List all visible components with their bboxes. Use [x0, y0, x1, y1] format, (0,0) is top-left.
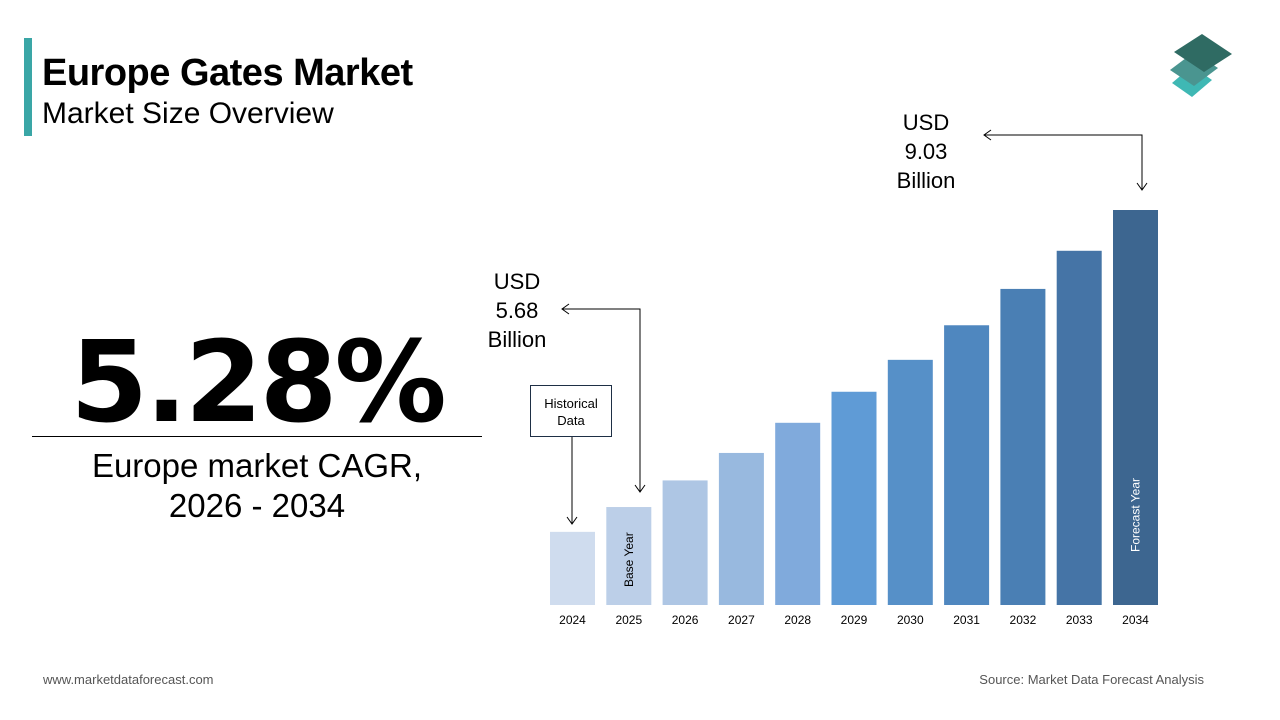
website-link[interactable]: www.marketdataforecast.com: [43, 672, 214, 687]
bar-2030: [887, 359, 933, 605]
arrow-line-start: [562, 308, 641, 492]
x-tick-label: 2025: [615, 613, 642, 627]
logo-layer-top: [1174, 34, 1232, 72]
arrowhead-historical: [566, 516, 578, 525]
arrows: [561, 129, 1148, 525]
bar-label-2034: Forecast Year: [1129, 478, 1143, 552]
bar-2032: [1000, 288, 1046, 605]
x-tick-label: 2024: [559, 613, 586, 627]
arrowhead-end-down: [1136, 182, 1148, 191]
cagr-label: Europe market CAGR, 2026 - 2034: [32, 446, 482, 526]
x-tick-label: 2031: [953, 613, 980, 627]
x-tick-label: 2027: [728, 613, 755, 627]
cagr-label-line2: 2026 - 2034: [168, 487, 346, 524]
callout-value: 5.68: [495, 298, 539, 323]
callout-line: USD: [493, 269, 541, 294]
cagr-label-line1: Europe market CAGR,: [91, 447, 423, 484]
bar-2025: [606, 507, 652, 605]
x-tick-label: 2032: [1010, 613, 1037, 627]
x-tick-label: 2030: [897, 613, 924, 627]
bar-label-2025: Base Year: [622, 532, 636, 587]
start-value-callout: USD 5.68 Billion: [480, 267, 554, 354]
arrowhead-end-left: [983, 129, 992, 141]
cagr-value: 5.28%: [70, 318, 447, 448]
arrowhead-start-down: [634, 484, 646, 493]
bar-2026: [662, 480, 708, 605]
divider: [32, 436, 482, 437]
arrowhead-start-left: [561, 303, 570, 315]
callout-line: Billion: [896, 168, 956, 193]
historical-data-box: Historical Data: [530, 385, 612, 437]
x-tick-label: 2029: [841, 613, 868, 627]
historical-label: Data: [557, 413, 585, 428]
page-title: Europe Gates Market: [42, 52, 413, 94]
page-subtitle: Market Size Overview: [42, 97, 334, 130]
x-tick-label: 2026: [672, 613, 699, 627]
historical-label: Historical: [544, 396, 598, 411]
source-note: Source: Market Data Forecast Analysis: [979, 672, 1204, 687]
bar-2028: [775, 422, 821, 605]
callout-line: USD: [902, 110, 950, 135]
bar-2031: [944, 325, 990, 605]
bar-2029: [831, 391, 877, 605]
logo-stacked-layers-icon: [1170, 34, 1232, 97]
bar-2033: [1056, 250, 1102, 605]
x-tick-label: 2028: [784, 613, 811, 627]
callout-value: 9.03: [904, 139, 948, 164]
callout-line: Billion: [487, 327, 547, 352]
bar-2034: [1113, 210, 1158, 605]
x-tick-label: 2033: [1066, 613, 1093, 627]
x-tick-label: 2034: [1122, 613, 1149, 627]
end-value-callout: USD 9.03 Billion: [886, 108, 966, 195]
bar-2027: [718, 452, 764, 605]
title-accent-bar: [24, 38, 32, 136]
arrow-line-end: [984, 134, 1143, 190]
bar-2024: [550, 531, 595, 605]
